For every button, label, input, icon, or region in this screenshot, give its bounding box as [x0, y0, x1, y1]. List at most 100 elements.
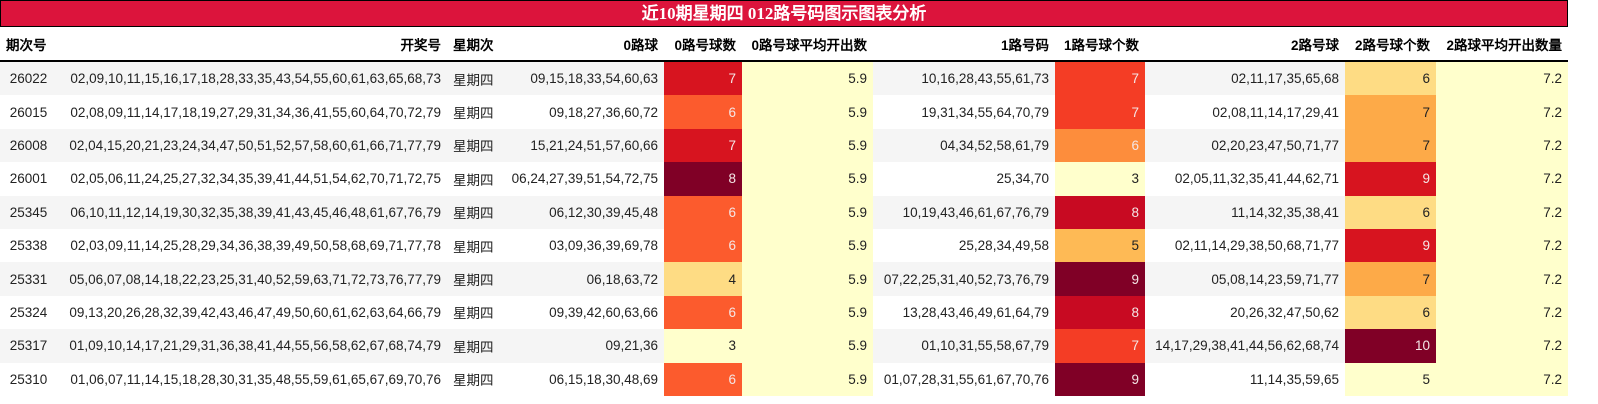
cell-weekday: 星期四	[453, 373, 494, 389]
cell-road0-avg: 5.9	[742, 95, 873, 129]
cell-road0-avg: 5.9	[742, 195, 873, 229]
cell-road1-count: 6	[1055, 128, 1145, 163]
cell-weekday: 星期四	[453, 306, 494, 322]
cell-road2-avg: 7.2	[1436, 329, 1568, 363]
cell-road2: 14,17,29,38,41,44,56,62,68,74	[1145, 329, 1345, 363]
cell-road0-count: 3	[664, 329, 742, 363]
cell-road1: 04,34,52,58,61,79	[873, 128, 1055, 163]
cell-road0-count: 6	[664, 95, 742, 129]
header-numbers: 开奖号	[57, 27, 447, 62]
cell-weekday: 星期四	[447, 128, 503, 163]
header-road2-count: 2路号球个数	[1345, 27, 1436, 62]
cell-road1: 13,28,43,46,49,61,64,79	[902, 304, 1049, 320]
header-road2-avg: 2路球平均开出数量	[1436, 27, 1568, 62]
cell-road2: 02,08,11,14,17,29,41	[1212, 104, 1339, 120]
cell-issue: 25338	[9, 238, 48, 254]
cell-road0: 09,39,42,60,63,66	[549, 304, 658, 320]
cell-road2-count: 7	[1345, 262, 1436, 296]
cell-road0-count: 7	[664, 61, 742, 96]
cell-numbers: 05,06,07,08,14,18,22,23,25,31,40,52,59,6…	[57, 262, 447, 296]
header-road0-count: 0路号球数	[664, 27, 742, 62]
cell-numbers: 02,04,15,20,21,23,24,34,47,50,51,52,57,5…	[57, 128, 447, 163]
cell-road0-count: 6	[664, 295, 742, 330]
cell-road2-count: 6	[1345, 61, 1436, 96]
cell-road2: 02,11,17,35,65,68	[1145, 61, 1345, 96]
table-row: 25338 02,03,09,11,14,25,28,29,34,36,38,39…	[0, 228, 1568, 263]
cell-road1-count: 8	[1055, 295, 1145, 330]
cell-weekday: 星期四	[447, 195, 503, 229]
cell-numbers: 02,03,09,11,14,25,28,29,34,36,38,39,49,5…	[70, 238, 441, 254]
cell-road1-count: 7	[1055, 329, 1145, 363]
cell-issue: 25317	[0, 329, 57, 363]
cell-road0: 15,21,24,51,57,60,66	[503, 128, 664, 163]
cell-road0: 03,09,36,39,69,78	[549, 238, 658, 254]
cell-weekday: 星期四	[453, 239, 494, 255]
cell-road0-avg: 5.9	[742, 362, 873, 396]
cell-weekday: 星期四	[447, 262, 503, 296]
table-row: 26008 02,04,15,20,21,23,24,34,47,50,51,52…	[0, 128, 1568, 163]
table-title: 近10期星期四 012路号码图示图表分析	[0, 0, 1568, 27]
table-row: 25345 06,10,11,12,14,19,30,32,35,38,39,41…	[0, 195, 1568, 229]
cell-road2: 11,14,35,59,65	[1249, 371, 1339, 387]
cell-road2-avg: 7.2	[1436, 162, 1568, 196]
header-road1: 1路号码	[873, 27, 1055, 62]
cell-road2: 20,26,32,47,50,62	[1230, 304, 1339, 320]
cell-road1: 25,28,34,49,58	[958, 238, 1049, 254]
road-analysis-table: 期次号 开奖号 星期次 0路球 0路号球数 0路号球平均开出数 1路号码 1路号球个数 2路号球…	[0, 27, 1568, 396]
cell-road2-avg: 7.2	[1436, 61, 1568, 96]
cell-road1-count: 7	[1055, 61, 1145, 96]
header-road2: 2路号球	[1145, 27, 1345, 62]
cell-road1: 01,07,28,31,55,61,67,70,76	[883, 371, 1049, 387]
cell-road1: 25,34,70	[996, 171, 1049, 187]
cell-road0-count: 7	[664, 128, 742, 163]
cell-road1: 10,16,28,43,55,61,73	[873, 61, 1055, 96]
cell-numbers: 02,05,06,11,24,25,27,32,34,35,39,41,44,5…	[70, 171, 441, 187]
cell-road0-count: 6	[664, 228, 742, 263]
cell-numbers: 09,13,20,26,28,32,39,42,43,46,47,49,50,6…	[69, 304, 441, 320]
cell-road2-avg: 7.2	[1436, 362, 1568, 396]
cell-road2-avg: 7.2	[1436, 228, 1568, 263]
cell-road0: 09,15,18,33,54,60,63	[503, 61, 664, 96]
cell-numbers: 06,10,11,12,14,19,30,32,35,38,39,41,43,4…	[57, 195, 447, 229]
cell-road1: 07,22,25,31,40,52,73,76,79	[873, 262, 1055, 296]
header-road1-count: 1路号球个数	[1055, 27, 1145, 62]
cell-road1-count: 5	[1055, 228, 1145, 263]
cell-road1-count: 9	[1055, 362, 1145, 396]
cell-road0: 06,12,30,39,45,48	[503, 195, 664, 229]
cell-issue: 26008	[0, 128, 57, 163]
cell-road2: 02,11,14,29,38,50,68,71,77	[1174, 238, 1339, 254]
cell-road2: 02,20,23,47,50,71,77	[1145, 128, 1345, 163]
cell-road2-avg: 7.2	[1436, 262, 1568, 296]
cell-issue: 26022	[0, 61, 57, 96]
cell-road2-count: 7	[1345, 95, 1436, 129]
table-row: 25317 01,09,10,14,17,21,29,31,36,38,41,44…	[0, 329, 1568, 363]
cell-road0: 09,18,27,36,60,72	[549, 104, 658, 120]
cell-numbers: 02,08,09,11,14,17,18,19,27,29,31,34,36,4…	[70, 104, 441, 120]
header-weekday: 星期次	[447, 27, 503, 62]
cell-road0-avg: 5.9	[742, 128, 873, 163]
cell-road2-count: 10	[1345, 329, 1436, 363]
cell-road0: 06,15,18,30,48,69	[549, 371, 658, 387]
cell-road1-count: 8	[1055, 195, 1145, 229]
cell-road0-avg: 5.9	[742, 262, 873, 296]
cell-road2-avg: 7.2	[1436, 195, 1568, 229]
header-issue: 期次号	[0, 27, 57, 62]
cell-road2-avg: 7.2	[1436, 95, 1568, 129]
header-road0: 0路球	[503, 27, 664, 62]
cell-road0-count: 4	[664, 262, 742, 296]
cell-issue: 25331	[0, 262, 57, 296]
cell-road1-count: 9	[1055, 262, 1145, 296]
cell-road2-count: 7	[1345, 128, 1436, 163]
table-row: 26022 02,09,10,11,15,16,17,18,28,33,35,43…	[0, 61, 1568, 96]
cell-road0: 06,18,63,72	[503, 262, 664, 296]
header-road0-avg: 0路号球平均开出数	[742, 27, 873, 62]
cell-road1-count: 3	[1055, 162, 1145, 196]
cell-road0-avg: 5.9	[742, 228, 873, 263]
cell-issue: 26015	[9, 104, 48, 120]
cell-road0-avg: 5.9	[742, 61, 873, 96]
cell-road1: 19,31,34,55,64,70,79	[921, 104, 1049, 120]
cell-road2-count: 5	[1345, 362, 1436, 396]
cell-road2-avg: 7.2	[1436, 295, 1568, 330]
cell-issue: 25324	[9, 304, 48, 320]
table-row: 25310 01,06,07,11,14,15,18,28,30,31,35,48…	[0, 362, 1568, 396]
